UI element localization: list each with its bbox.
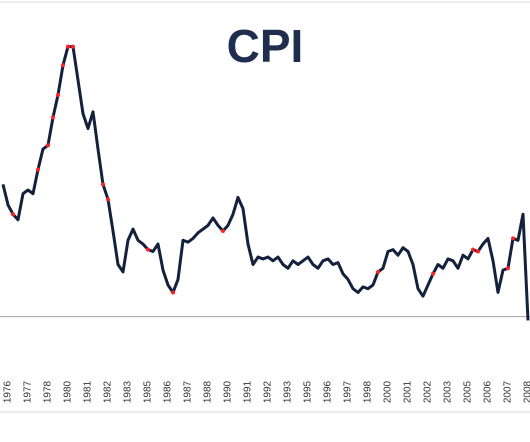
marker xyxy=(66,44,70,49)
marker xyxy=(106,197,110,202)
x-tick-label: 1996 xyxy=(323,380,334,403)
x-tick-label: 2002 xyxy=(423,380,434,403)
x-tick-label: 2005 xyxy=(463,380,474,403)
x-tick-label: 1978 xyxy=(43,380,54,403)
marker xyxy=(36,167,40,172)
x-tick-label: 1987 xyxy=(183,380,194,403)
marker xyxy=(51,115,55,120)
line xyxy=(1,45,530,321)
marker xyxy=(46,143,50,148)
x-tick-label: 1976 xyxy=(3,380,14,403)
x-tick-label: 1998 xyxy=(363,380,374,403)
x-tick-label: 1985 xyxy=(143,380,154,403)
marker xyxy=(431,271,435,276)
x-tick-label: 2000 xyxy=(383,380,394,403)
x-tick-label: 2001 xyxy=(403,380,414,403)
x-tick-label: 1991 xyxy=(243,380,254,403)
marker xyxy=(56,93,60,97)
x-tick-label: 1988 xyxy=(203,380,214,403)
marker xyxy=(61,63,65,68)
marker xyxy=(71,44,75,49)
marker xyxy=(506,266,510,271)
x-tick-label: 1993 xyxy=(283,380,294,403)
x-tick-label: 2006 xyxy=(483,380,494,403)
x-tick-label: 1983 xyxy=(123,380,134,403)
marker xyxy=(511,236,515,241)
x-tick-label: 1990 xyxy=(223,380,234,403)
x-tick-label: 2008 xyxy=(523,380,530,403)
chart-title: CPI xyxy=(227,20,304,72)
x-tick-label: 2003 xyxy=(443,380,454,403)
x-tick-label: 1981 xyxy=(83,380,94,403)
x-tick-label: 1995 xyxy=(303,380,314,403)
marker xyxy=(471,247,475,252)
x-tick-label: 1977 xyxy=(23,380,34,403)
x-tick-label: 2007 xyxy=(503,380,514,403)
x-tick-label: 1997 xyxy=(343,380,354,403)
marker xyxy=(376,269,380,274)
x-tick-label: 1992 xyxy=(263,380,274,403)
marker xyxy=(11,212,15,217)
x-tick-label: 1982 xyxy=(103,380,114,403)
marker xyxy=(221,228,225,233)
marker xyxy=(476,249,480,254)
marker xyxy=(146,247,150,252)
marker xyxy=(171,290,175,295)
marker xyxy=(101,182,105,187)
x-tick-label: 1986 xyxy=(163,380,174,403)
x-tick-label: 1980 xyxy=(63,380,74,403)
